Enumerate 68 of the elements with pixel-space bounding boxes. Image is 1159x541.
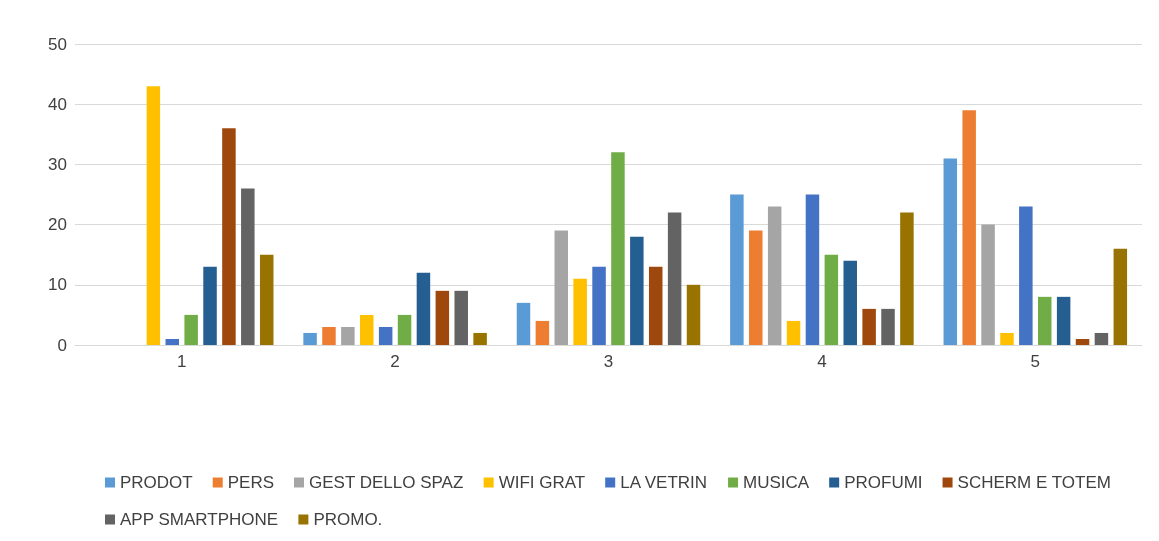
bar [378,326,393,345]
bar [1075,338,1090,345]
legend-label: PRODOT [120,473,193,492]
bar [686,284,701,345]
x-tick-label: 1 [176,352,187,371]
y-tick-label: 20 [48,215,67,235]
bar [416,272,431,345]
bar [805,194,820,345]
legend-label: WIFI GRAT [498,473,586,492]
bar [573,278,587,345]
legend-label: GEST DELLO SPAZ [309,473,464,492]
bar [146,86,161,345]
bar [630,236,644,345]
bar [454,290,468,345]
legend-label: PROFUMI [844,473,923,492]
bar [473,332,487,345]
bar [1000,332,1014,345]
bar [1056,296,1071,345]
bar [943,158,958,345]
legend-label: PROMO. [313,510,383,529]
bar [824,254,839,345]
bar [611,152,625,345]
bar [516,302,531,345]
x-tick-label: 2 [390,352,400,371]
bar [241,188,255,345]
bar [165,338,179,345]
legend-label: APP SMARTPHONE [120,510,279,529]
bar [900,212,914,345]
bar [667,212,682,345]
bar [1038,296,1052,345]
y-tick-label: 40 [48,94,67,114]
bar [303,332,317,345]
bar [259,254,274,345]
y-tick-label: 30 [48,154,67,174]
bar [962,110,976,345]
x-tick-label: 4 [817,352,827,371]
bar [397,314,412,345]
bar [322,326,336,345]
bar [843,260,857,345]
legend-label: LA VETRIN [620,473,708,492]
bar [1113,248,1128,345]
bar [184,314,198,345]
bar [535,320,550,345]
bar [786,320,801,345]
bar [222,128,236,345]
bar [749,230,763,345]
y-tick-label: 10 [48,275,67,295]
bar [554,230,569,345]
x-tick-label: 3 [603,352,614,371]
legend-label: SCHERM E TOTEM [957,473,1111,492]
y-tick-label: 50 [48,34,67,54]
bar [981,224,995,345]
bar [648,266,663,345]
x-tick-label: 5 [1030,352,1041,371]
bar [767,206,782,345]
bar [1094,332,1109,345]
bar [862,308,876,345]
bar [592,266,606,345]
bar [1019,206,1033,345]
bar [341,326,355,345]
legend-label: MUSICA [743,473,810,492]
legend-label: PERS [227,473,275,492]
y-tick-label: 0 [57,335,67,355]
bar [435,290,450,345]
bar [881,308,895,345]
bar [730,194,744,345]
bar [360,314,374,345]
bar [203,266,217,345]
